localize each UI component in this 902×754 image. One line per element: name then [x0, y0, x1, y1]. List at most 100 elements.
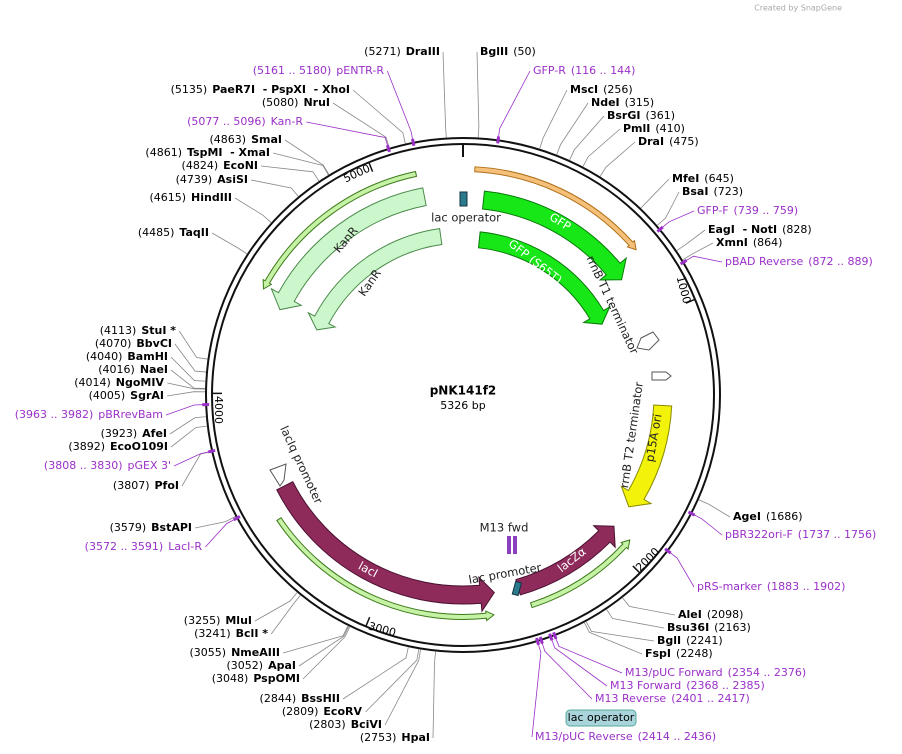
site-label: (4861) TspMI - XmaI	[145, 146, 270, 159]
site-label-part: (2753)	[360, 731, 397, 744]
site-label: EagI - NotI (828)	[708, 223, 812, 236]
site-label-part: (2163)	[714, 621, 751, 634]
site-label-part: DraI	[638, 135, 664, 148]
site-label-part: (1686)	[766, 510, 803, 523]
primer-label-leader	[306, 121, 389, 149]
site-label: BglI (2241)	[657, 634, 723, 647]
primer-label-leader	[165, 404, 206, 416]
primer-label-part: GFP-R	[533, 64, 566, 77]
site-label-part: (50)	[513, 45, 536, 58]
callout-label: lac operator	[568, 711, 635, 724]
site-label: AgeI (1686)	[733, 510, 803, 523]
site-label-leader	[657, 191, 680, 226]
primer-site	[538, 636, 544, 645]
scale-tick	[365, 616, 371, 627]
site-label-part: (2098)	[707, 608, 744, 621]
site-label: (3892) EcoO109I	[68, 440, 168, 453]
primer-label: M13/pUC Forward (2354 .. 2376)	[625, 666, 806, 679]
site-label-part: PmlI	[623, 122, 650, 135]
feature-thin-arrow	[529, 539, 631, 609]
primer-label-part: (3572 .. 3591)	[85, 540, 164, 553]
primer-label-leader	[554, 635, 623, 674]
site-label-part: TaqII	[179, 226, 209, 239]
primer-label-part: M13 Reverse	[595, 692, 666, 705]
site-label-leader	[384, 649, 421, 726]
site-label: AleI (2098)	[678, 608, 743, 621]
site-label-part: (828)	[782, 223, 812, 236]
site-label: (4113) StuI *	[100, 324, 177, 337]
primer-site	[207, 448, 216, 454]
lac-operator-mark	[459, 191, 468, 207]
site-label-leader	[365, 649, 420, 713]
site-label-part: Bsu36I	[667, 621, 709, 634]
feature-arrow	[307, 228, 443, 331]
site-label: (4040) BamHI	[86, 350, 168, 363]
site-label-part: EcoRV	[323, 705, 362, 718]
primer-site	[664, 547, 672, 555]
site-label: (2753) HpaI	[360, 731, 430, 744]
primer-label-leader	[668, 550, 695, 588]
site-label-part: PspOMI	[253, 672, 300, 685]
site-label-part: (3241)	[194, 627, 231, 640]
site-label: (3807) PfoI	[113, 479, 179, 492]
primer-label: (5161 .. 5180) pENTR-R	[253, 64, 385, 77]
site-label-leader	[583, 622, 643, 655]
site-label-leader	[298, 626, 350, 667]
site-label-leader	[582, 128, 621, 167]
site-label: (5135) PaeR7I - PspXI - XhoI	[171, 83, 350, 96]
site-label-leader	[260, 165, 320, 182]
feature-arrow	[620, 404, 673, 508]
primer-label-part: (2414 .. 2436)	[638, 730, 717, 743]
site-label-part: (5271)	[364, 45, 401, 58]
site-label-part: BssHII	[301, 692, 340, 705]
site-label-leader	[211, 232, 248, 255]
site-label: MscI (256)	[570, 83, 633, 96]
site-label-part: EcoO109I	[110, 440, 168, 453]
site-label-part: (315)	[625, 96, 655, 109]
feature-thin-arrow	[276, 517, 495, 622]
scale-label: 1000	[674, 275, 694, 305]
site-label: (4016) NaeI	[98, 363, 168, 376]
primer-label: M13 Forward (2368 .. 2385)	[610, 679, 765, 692]
primer-label-part: (2401 .. 2417)	[671, 692, 750, 705]
site-label-part: NdeI	[591, 96, 620, 109]
site-label-part: AsiSI	[217, 173, 248, 186]
credit: Created by SnapGene	[754, 4, 842, 13]
promoter-glyph	[269, 463, 287, 487]
site-label-part: (4615)	[149, 191, 186, 204]
site-label: XmnI (864)	[716, 236, 782, 249]
site-label: FspI (2248)	[645, 647, 713, 660]
site-label-leader	[302, 626, 351, 680]
primer-label-part: M13 Forward	[610, 679, 681, 692]
site-label-part: PaeR7I - PspXI - XhoI	[212, 83, 350, 96]
site-label: (3579) BstAPI	[110, 521, 192, 534]
site-label-leader	[166, 391, 206, 397]
site-label-part: HpaI	[401, 731, 430, 744]
site-label-part: PfoI	[155, 479, 180, 492]
scale-tick	[632, 565, 641, 574]
scale-label: 4000	[212, 396, 225, 424]
site-label-part: (3255)	[184, 614, 221, 627]
primer-label: (5077 .. 5096) Kan-R	[187, 115, 303, 128]
primer-label-part: (3808 .. 3830)	[44, 459, 123, 472]
site-label-leader	[167, 382, 206, 390]
site-label-part: BclI *	[236, 627, 269, 640]
site-label-leader	[234, 197, 272, 223]
site-label: Bsu36I (2163)	[667, 621, 751, 634]
site-label: (4824) EcoNI	[182, 159, 258, 172]
plasmid-name: pNK141f2	[430, 384, 497, 398]
site-label: (4485) TaqII	[138, 226, 209, 239]
site-label-part: (5135)	[171, 83, 208, 96]
primer-site	[548, 633, 554, 641]
site-label-part: (4739)	[176, 173, 213, 186]
primer-label-part: pENTR-R	[336, 64, 384, 77]
site-label-leader	[539, 89, 568, 149]
site-label-leader	[442, 51, 447, 138]
primer-label-leader	[173, 450, 212, 467]
site-label-part: (3923)	[101, 427, 138, 440]
site-label-part: (4861)	[145, 146, 182, 159]
primer-label: pRS-marker (1883 .. 1902)	[697, 580, 845, 593]
primer-label: GFP-F (739 .. 759)	[697, 204, 798, 217]
primer-site	[535, 637, 541, 646]
primer-label: M13 Reverse (2401 .. 2417)	[595, 692, 750, 705]
